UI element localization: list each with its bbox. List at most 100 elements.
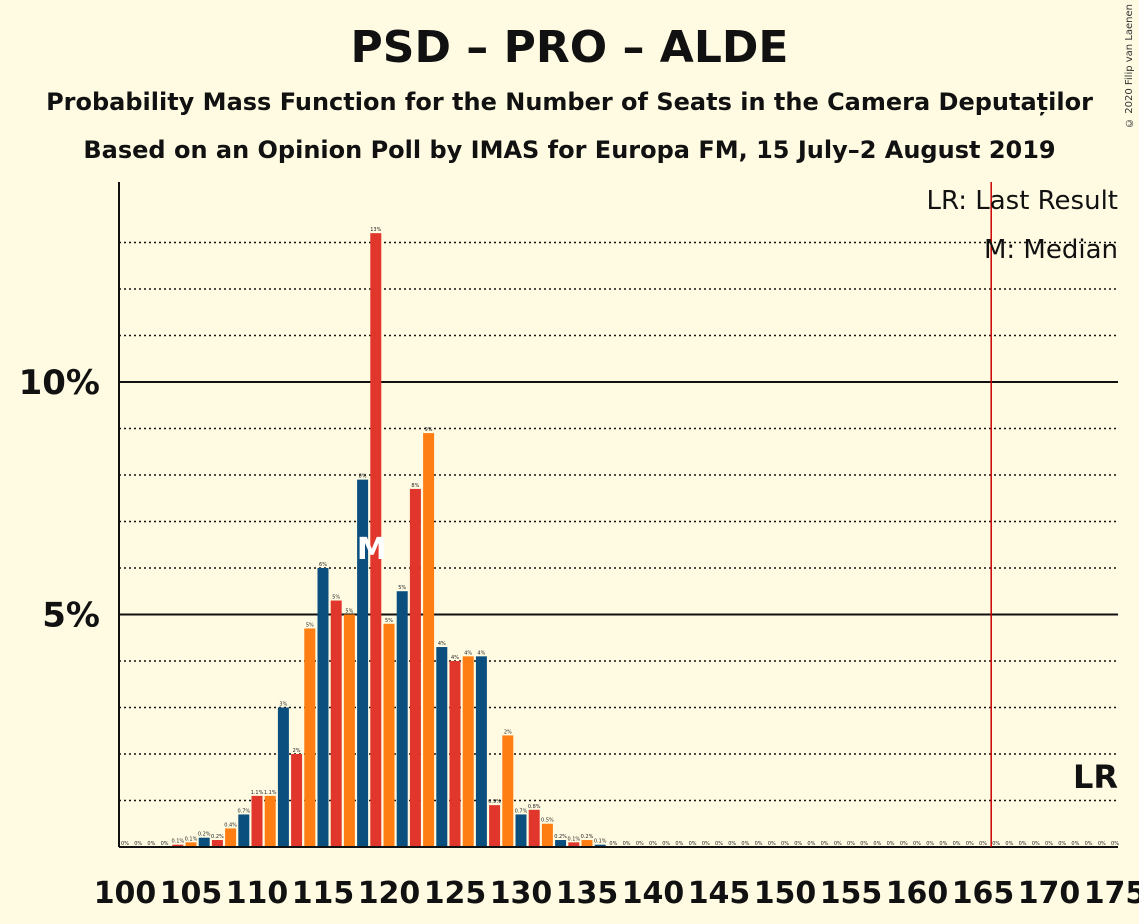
- bar-value-label: 0%: [675, 841, 683, 847]
- bar-seat-104: [172, 844, 184, 847]
- bar-value-label: 1.1%: [251, 790, 264, 796]
- bar-value-label: 9%: [425, 427, 433, 433]
- bar-value-label: 0.1%: [567, 836, 580, 842]
- bar-value-label: 3%: [279, 701, 287, 707]
- bar-value-label: 5%: [332, 595, 340, 601]
- x-tick-label: 175: [1084, 876, 1139, 911]
- grid-lines: [119, 241, 1118, 802]
- bar-value-label: 0%: [649, 841, 657, 847]
- bar-seat-109: [238, 814, 250, 847]
- bar-seat-117: [343, 614, 355, 847]
- bar-value-label: 0%: [847, 841, 855, 847]
- bar-value-label: 0%: [887, 841, 895, 847]
- bar-value-label: 0.2%: [581, 834, 594, 840]
- x-tick-label: 155: [820, 876, 883, 911]
- bar-value-label: 2%: [504, 729, 512, 735]
- bar-seat-110: [251, 795, 263, 847]
- x-tick-label: 105: [160, 876, 223, 911]
- bar-value-label: 0%: [807, 841, 815, 847]
- bar-seat-136: [594, 844, 606, 847]
- bar-value-label: 5%: [345, 608, 353, 614]
- bar-seat-126: [462, 656, 474, 847]
- bar-seat-105: [185, 842, 197, 847]
- bar-value-label: 0%: [953, 841, 961, 847]
- bar-value-label: 2%: [293, 748, 301, 754]
- x-tick-label: 145: [688, 876, 751, 911]
- bar-seat-118: [357, 479, 369, 847]
- bar-value-label: 0%: [702, 841, 710, 847]
- bar-seat-122: [409, 488, 421, 847]
- chart-subtitle-1: Probability Mass Function for the Number…: [46, 88, 1093, 116]
- bar-value-label: 0%: [768, 841, 776, 847]
- bar-seat-112: [277, 707, 289, 847]
- bar-value-label: 0.2%: [554, 834, 567, 840]
- bar-value-label: 0%: [781, 841, 789, 847]
- bar-value-label: 4%: [464, 650, 472, 656]
- bar-seat-134: [568, 842, 580, 847]
- bar-value-label: 0%: [900, 841, 908, 847]
- bar-seat-115: [317, 567, 329, 847]
- chart-title: PSD – PRO – ALDE: [350, 22, 789, 73]
- last-result-marker: LR: [1073, 758, 1118, 796]
- bar-value-label: 0%: [636, 841, 644, 847]
- bar-value-label: 0%: [992, 841, 1000, 847]
- bar-value-label: 0.1%: [185, 836, 198, 842]
- bar-value-label: 1.1%: [264, 790, 277, 796]
- bar-labels-group: 0% 0% 0% 0% 0.1% 0.1%0.2% 0.2%0.4%0.7%1.1% 1.1%…: [121, 227, 1119, 847]
- bar-value-label: 0%: [121, 841, 129, 847]
- bar-value-label: 6%: [319, 562, 327, 568]
- bar-seat-106: [198, 837, 210, 847]
- bar-value-label: 0%: [860, 841, 868, 847]
- bar-value-label: 0.2%: [211, 834, 224, 840]
- bar-value-label: 0.1%: [171, 839, 184, 845]
- bar-value-label: 0%: [1098, 841, 1106, 847]
- overlay-group: LR M LR: Last Result M: Median: [357, 182, 1118, 847]
- bar-value-label: 0%: [1085, 841, 1093, 847]
- x-tick-label: 165: [952, 876, 1015, 911]
- bar-value-label: 0%: [979, 841, 987, 847]
- x-tick-label: 135: [556, 876, 619, 911]
- bar-value-label: 0%: [1071, 841, 1079, 847]
- median-marker: M: [357, 532, 387, 567]
- bar-value-label: 0%: [873, 841, 881, 847]
- bars-group: [172, 233, 606, 848]
- bar-value-label: 0%: [689, 841, 697, 847]
- x-tick-label: 170: [1018, 876, 1081, 911]
- bar-value-label: 5%: [398, 585, 406, 591]
- bar-value-label: 0%: [161, 841, 169, 847]
- bar-seat-135: [581, 840, 593, 847]
- bar-value-label: 0%: [1019, 841, 1027, 847]
- bar-seat-119: [370, 233, 382, 848]
- bar-seat-113: [291, 753, 303, 847]
- bar-value-label: 0.9%: [488, 799, 501, 805]
- bar-seat-124: [436, 647, 448, 847]
- bar-value-label: 0%: [966, 841, 974, 847]
- bar-value-label: 0%: [623, 841, 631, 847]
- chart-subtitle-2: Based on an Opinion Poll by IMAS for Eur…: [83, 136, 1056, 164]
- bar-seat-120: [383, 623, 395, 847]
- bar-seat-125: [449, 660, 461, 847]
- bar-value-label: 0%: [1111, 841, 1119, 847]
- x-tick-label: 110: [226, 876, 289, 911]
- bar-seat-128: [489, 805, 501, 847]
- bar-value-label: 0%: [147, 841, 155, 847]
- x-tick-label: 140: [622, 876, 685, 911]
- bar-seat-108: [225, 828, 237, 847]
- x-tick-label: 150: [754, 876, 817, 911]
- bar-value-label: 4%: [438, 641, 446, 647]
- bar-value-label: 0%: [728, 841, 736, 847]
- bar-value-label: 0.7%: [237, 808, 250, 814]
- bar-seat-116: [330, 600, 342, 847]
- bar-seat-114: [304, 628, 316, 847]
- x-tick-label: 120: [358, 876, 421, 911]
- bar-value-label: 8%: [411, 483, 419, 489]
- x-tick-label: 115: [292, 876, 355, 911]
- bar-value-label: 8%: [359, 474, 367, 480]
- bar-value-label: 5%: [306, 622, 314, 628]
- bar-seat-131: [528, 809, 540, 847]
- legend-median: M: Median: [984, 235, 1118, 265]
- bar-value-label: 4%: [477, 650, 485, 656]
- bar-value-label: 0%: [1045, 841, 1053, 847]
- bar-seat-127: [475, 656, 487, 847]
- bar-value-label: 0%: [913, 841, 921, 847]
